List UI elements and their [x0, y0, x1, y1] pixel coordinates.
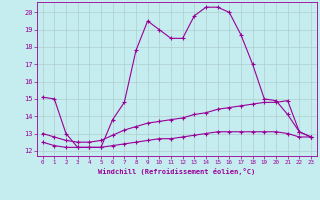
X-axis label: Windchill (Refroidissement éolien,°C): Windchill (Refroidissement éolien,°C)	[98, 168, 255, 175]
